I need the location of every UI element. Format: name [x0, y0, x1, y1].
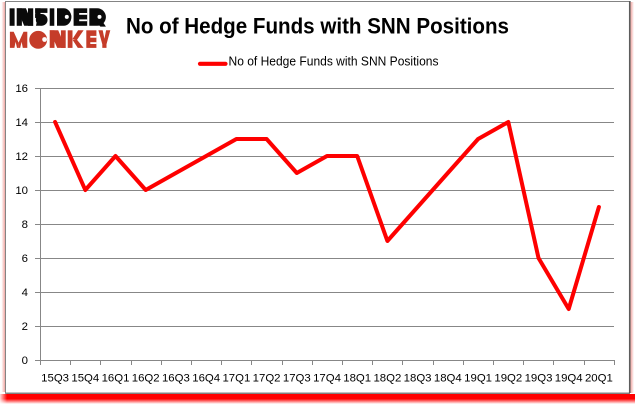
svg-text:No of Hedge Funds with SNN Pos: No of Hedge Funds with SNN Positions: [229, 54, 439, 69]
svg-text:4: 4: [22, 287, 28, 299]
svg-text:18Q4: 18Q4: [434, 373, 462, 385]
svg-text:No of Hedge Funds with SNN Pos: No of Hedge Funds with SNN Positions: [126, 14, 509, 39]
svg-text:16Q3: 16Q3: [162, 373, 190, 385]
svg-text:19Q4: 19Q4: [555, 373, 583, 385]
svg-text:16Q1: 16Q1: [102, 373, 130, 385]
svg-text:20Q1: 20Q1: [585, 373, 613, 385]
svg-text:19Q2: 19Q2: [494, 373, 522, 385]
svg-text:17Q2: 17Q2: [253, 373, 281, 385]
svg-text:17Q1: 17Q1: [222, 373, 250, 385]
svg-text:14: 14: [15, 117, 28, 129]
svg-text:18Q1: 18Q1: [343, 373, 371, 385]
svg-text:15Q4: 15Q4: [71, 373, 99, 385]
svg-text:17Q3: 17Q3: [283, 373, 311, 385]
svg-text:19Q3: 19Q3: [525, 373, 553, 385]
svg-text:16: 16: [15, 83, 28, 95]
svg-text:19Q1: 19Q1: [464, 373, 492, 385]
svg-text:16Q4: 16Q4: [192, 373, 220, 385]
svg-text:2: 2: [22, 321, 28, 333]
svg-text:10: 10: [15, 185, 28, 197]
svg-text:15Q3: 15Q3: [41, 373, 69, 385]
svg-text:8: 8: [22, 219, 28, 231]
svg-text:18Q2: 18Q2: [373, 373, 401, 385]
svg-text:16Q2: 16Q2: [132, 373, 160, 385]
svg-text:0: 0: [22, 355, 28, 367]
svg-text:6: 6: [22, 253, 28, 265]
svg-text:18Q3: 18Q3: [404, 373, 432, 385]
svg-text:17Q4: 17Q4: [313, 373, 341, 385]
svg-text:12: 12: [15, 151, 28, 163]
